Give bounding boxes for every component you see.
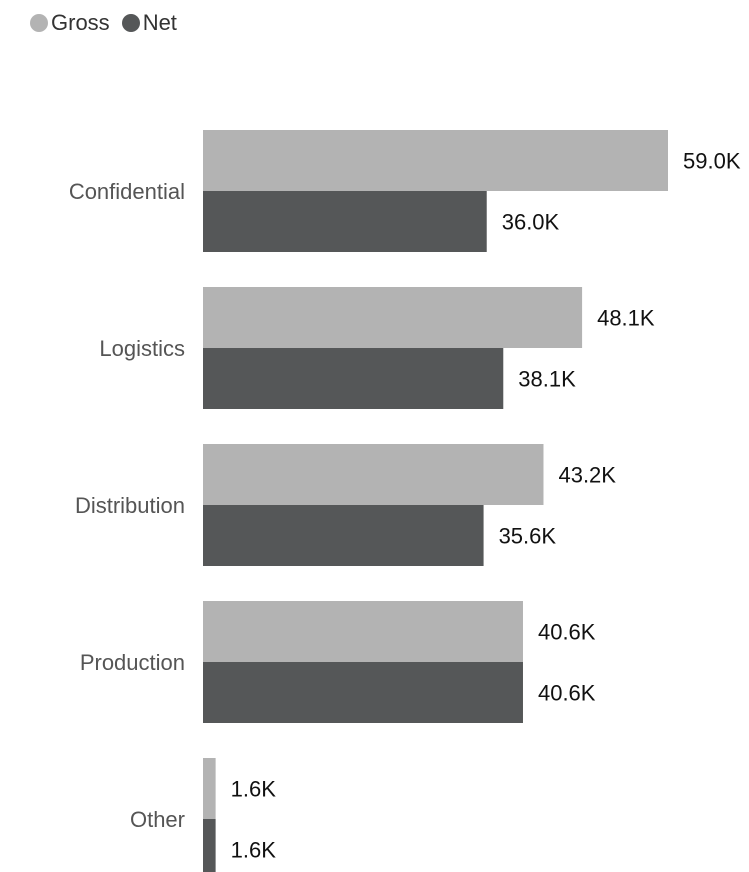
- legend-label-net: Net: [142, 10, 177, 35]
- data-label-gross-production: 40.6K: [538, 620, 596, 645]
- data-label-net-other: 1.6K: [231, 838, 277, 863]
- data-label-gross-distribution: 43.2K: [558, 463, 616, 488]
- data-label-net-production: 40.6K: [538, 681, 596, 706]
- data-label-net-distribution: 35.6K: [499, 524, 557, 549]
- data-label-gross-logistics: 48.1K: [597, 306, 655, 331]
- category-label-production: Production: [80, 650, 185, 675]
- category-label-distribution: Distribution: [75, 493, 185, 518]
- category-label-logistics: Logistics: [99, 336, 185, 361]
- bar-gross-other[interactable]: [203, 758, 216, 819]
- data-label-gross-confidential: 59.0K: [683, 149, 741, 174]
- category-label-confidential: Confidential: [69, 179, 185, 204]
- legend-swatch-gross: [30, 14, 48, 32]
- category-label-other: Other: [130, 807, 185, 832]
- bar-gross-confidential[interactable]: [203, 130, 668, 191]
- legend: Gross Net: [30, 10, 189, 36]
- legend-swatch-net: [121, 14, 140, 32]
- bar-net-confidential[interactable]: [203, 191, 487, 252]
- bar-gross-logistics[interactable]: [203, 287, 583, 348]
- bar-net-logistics[interactable]: [203, 348, 504, 409]
- legend-item-net[interactable]: Net: [121, 10, 177, 36]
- data-label-net-logistics: 38.1K: [518, 367, 576, 392]
- bar-net-other[interactable]: [203, 819, 216, 872]
- data-label-gross-other: 1.6K: [231, 777, 277, 802]
- bar-gross-production[interactable]: [203, 601, 523, 662]
- legend-label-gross: Gross: [51, 10, 110, 35]
- legend-item-gross[interactable]: Gross: [30, 10, 110, 36]
- bar-net-distribution[interactable]: [203, 505, 484, 566]
- data-label-net-confidential: 36.0K: [502, 210, 560, 235]
- bar-net-production[interactable]: [203, 662, 523, 723]
- bar-gross-distribution[interactable]: [203, 444, 544, 505]
